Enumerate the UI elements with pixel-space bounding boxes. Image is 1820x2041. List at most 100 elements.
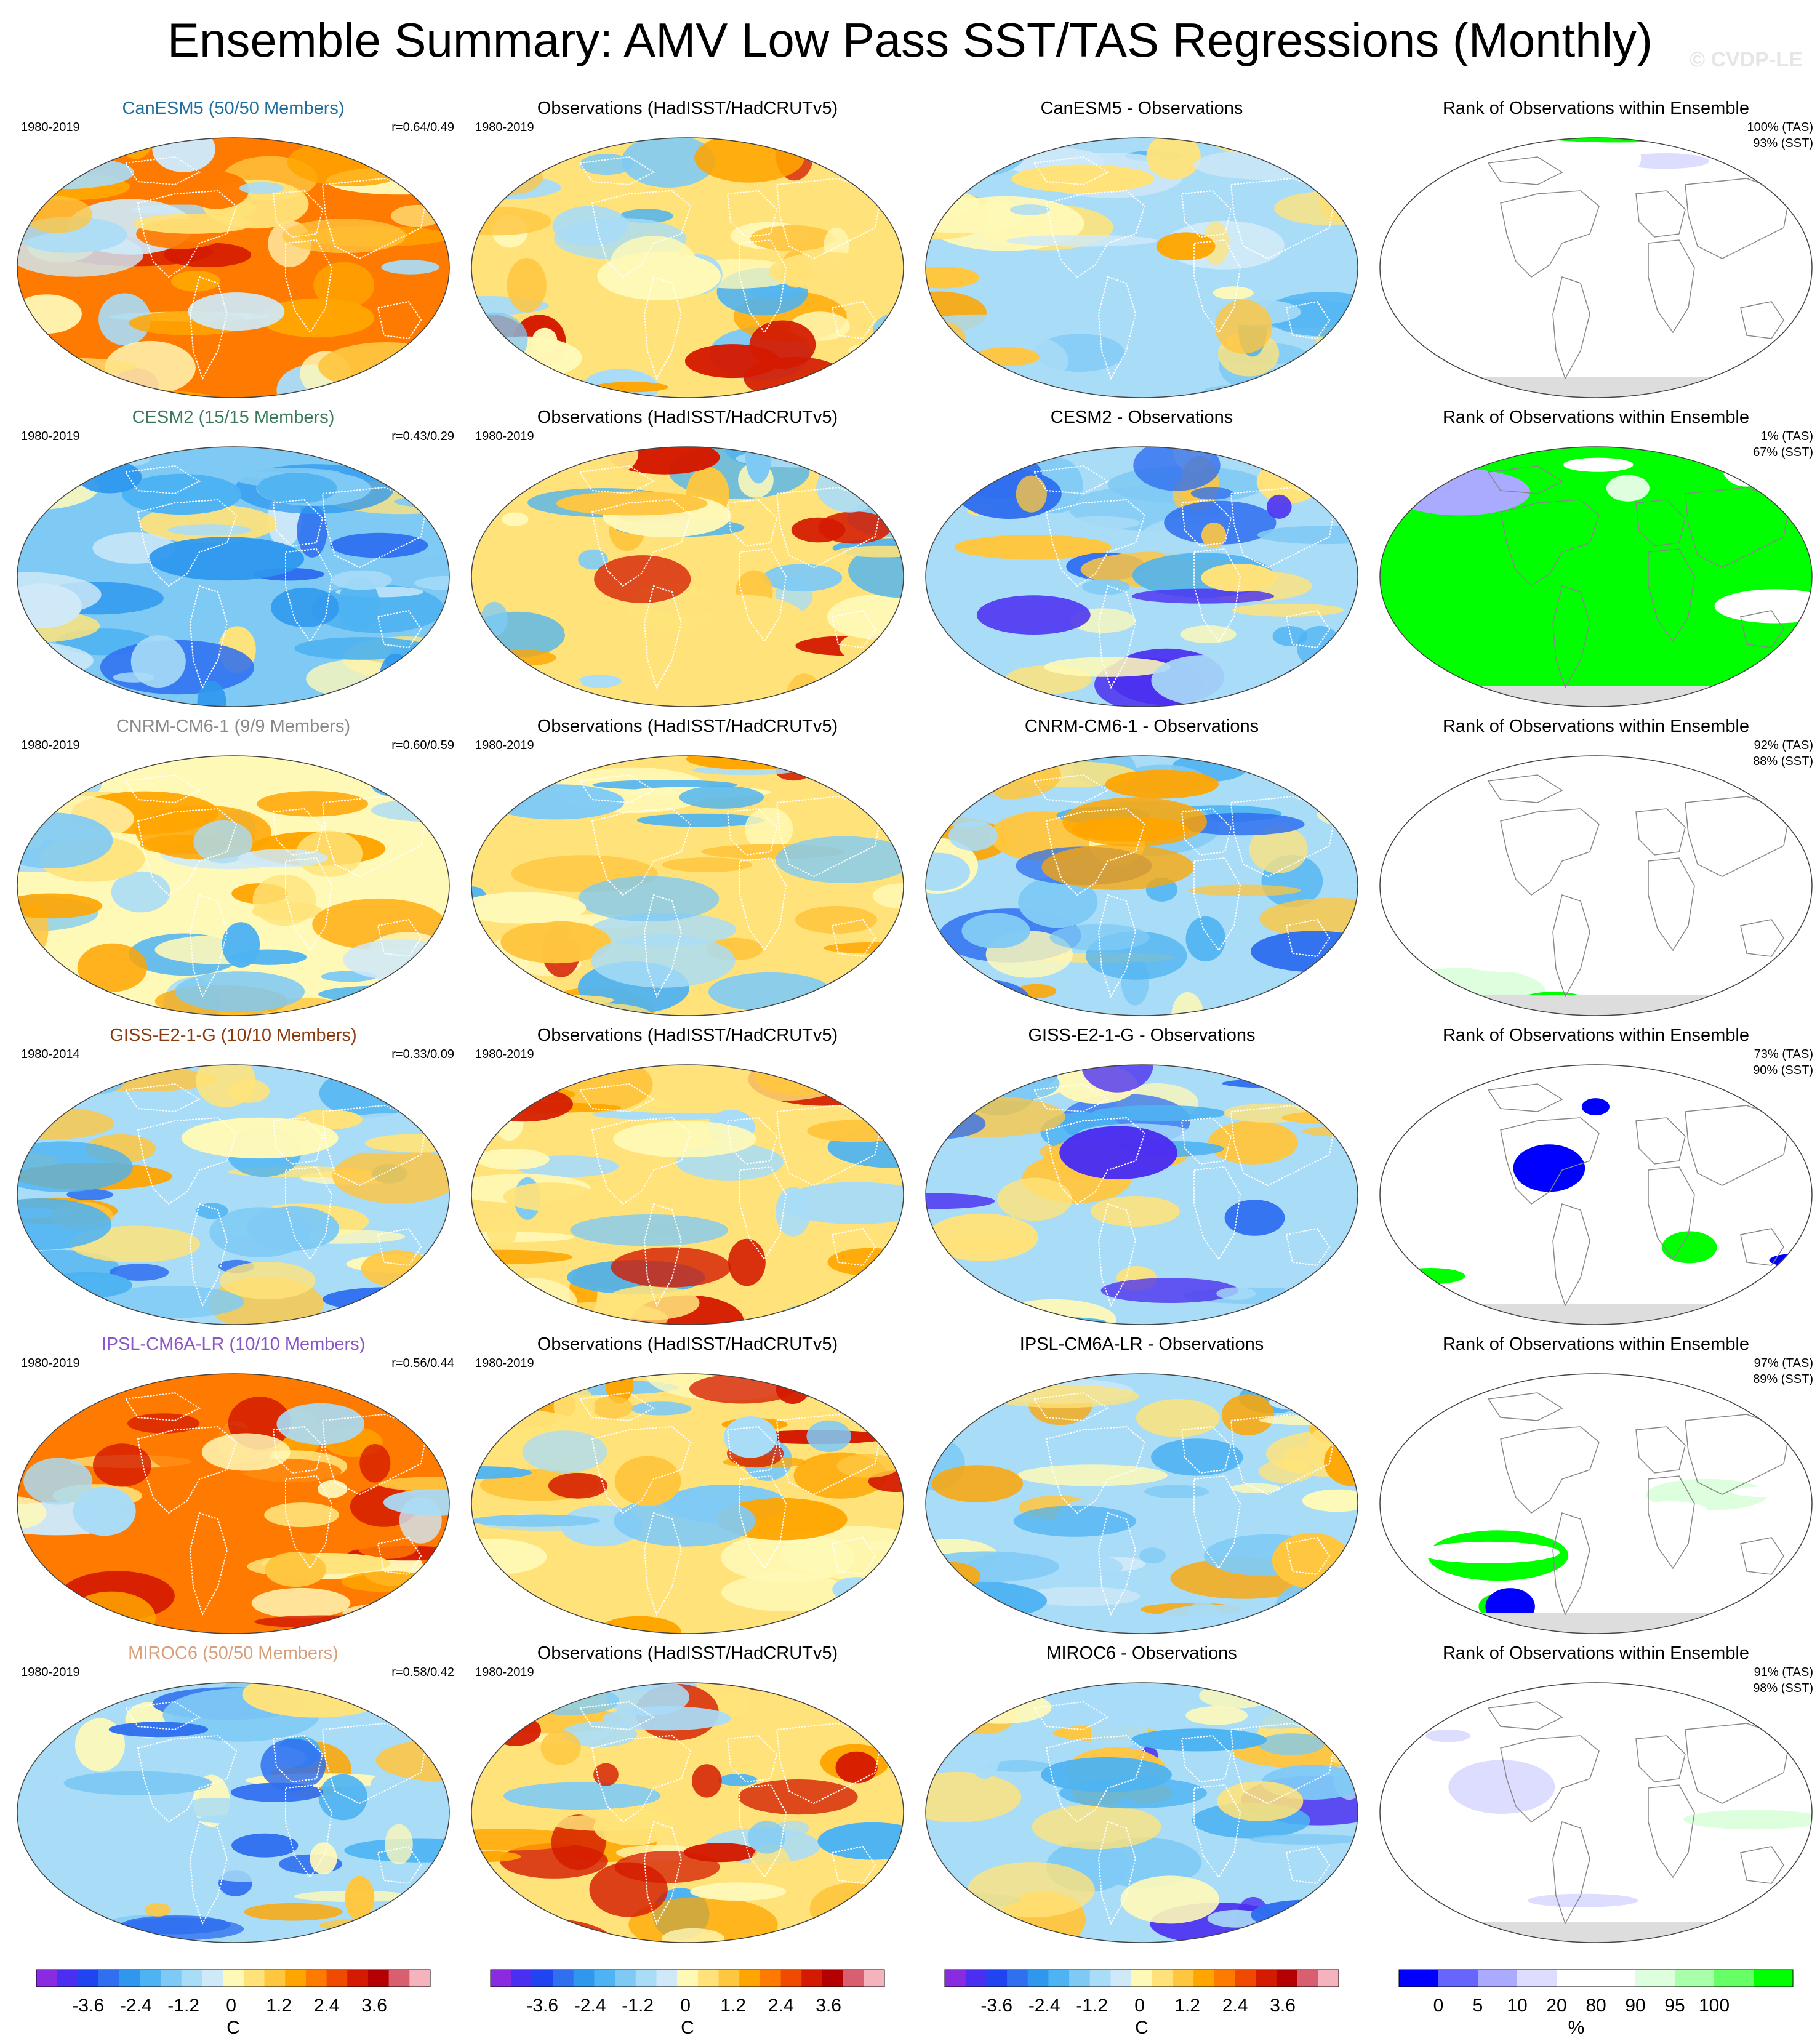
period-label: 1980-2019 (475, 1048, 534, 1061)
colorbar-swatch (181, 1970, 202, 1987)
colorbar-swatch (986, 1970, 1008, 1987)
colorbar-swatch (1110, 1970, 1132, 1987)
cnrm-cm6-1-obs-panel: Observations (HadISST/HadCRUTv5) 1980-201… (463, 716, 912, 1027)
colorbar-swatches (1398, 1969, 1794, 1987)
colorbar-swatches (944, 1969, 1339, 1987)
cnrm-cm6-1-model-panel: CNRM-CM6-1 (9/9 Members) 1980-2019 r=0.60/… (9, 716, 458, 1027)
period-label: 1980-2019 (21, 121, 80, 134)
colorbar-swatch (697, 1970, 720, 1987)
colorbar-tick-label: -2.4 (119, 1995, 152, 2016)
miroc6-model-panel: MIROC6 (50/50 Members) 1980-2019 r=0.58/0.… (9, 1643, 458, 1954)
colorbar-unit-label: C (681, 2018, 694, 2038)
cesm2-rank-map (1379, 446, 1813, 707)
model-title: IPSL-CM6A-LR (10/10 Members) (101, 1334, 366, 1354)
colorbar-swatch (780, 1970, 802, 1987)
colorbar-swatch (677, 1970, 699, 1987)
giss-e2-1-g-diff-map (925, 1064, 1358, 1325)
cesm2-diff-map (925, 446, 1358, 707)
colorbar-swatch (1089, 1970, 1111, 1987)
colorbar-swatch (1596, 1970, 1636, 1987)
rank-sst-value: 98% (SST) (1753, 1682, 1813, 1695)
colorbar-swatch (1438, 1970, 1478, 1987)
colorbar-swatch (1007, 1970, 1028, 1987)
colorbar-tick-label: -2.4 (1028, 1995, 1060, 2016)
period-label: 1980-2019 (21, 1666, 80, 1679)
period-label: 1980-2019 (475, 739, 534, 752)
rank-colorbar-4: 0 5 10 20 80 90 95 100% (1371, 1957, 1820, 2038)
colorbar-swatch (532, 1970, 553, 1987)
colorbar-swatch (409, 1970, 431, 1987)
colorbar-swatch (140, 1970, 161, 1987)
giss-e2-1-g-rank-panel: Rank of Observations within Ensemble 73% … (1371, 1025, 1820, 1336)
colorbar-swatch (1754, 1970, 1794, 1987)
colorbar-swatch (1027, 1970, 1049, 1987)
period-label: 1980-2019 (475, 1357, 534, 1370)
colorbar-swatch (36, 1970, 58, 1987)
colorbar-swatch (718, 1970, 740, 1987)
colorbar-tick-label: 3.6 (361, 1995, 387, 2016)
pattern-correlation: r=0.64/0.49 (391, 121, 454, 134)
canesm5-model-map (17, 137, 450, 398)
difference-title: CNRM-CM6-1 - Observations (1024, 716, 1259, 736)
model-title: CESM2 (15/15 Members) (132, 407, 335, 427)
colorbar-tick-label: 1.2 (266, 1995, 292, 2016)
colorbar-swatch (1276, 1970, 1298, 1987)
canesm5-obs-panel: Observations (HadISST/HadCRUTv5) 1980-201… (463, 98, 912, 409)
colorbar-swatches (490, 1969, 885, 1987)
difference-title: CESM2 - Observations (1050, 407, 1233, 427)
colorbar-swatch (1214, 1970, 1236, 1987)
temperature-colorbar-2: -3.6 -2.4 -1.2 0 1.2 2.4 3.6 C (463, 1957, 912, 2038)
colorbar-swatch (1256, 1970, 1277, 1987)
colorbar-swatch (1173, 1970, 1194, 1987)
ipsl-cm6a-lr-model-panel: IPSL-CM6A-LR (10/10 Members) 1980-2019 r=0… (9, 1334, 458, 1645)
colorbar-tick-label: -1.2 (1076, 1995, 1108, 2016)
pattern-correlation: r=0.60/0.59 (391, 739, 454, 752)
rank-tas-value: 91% (TAS) (1754, 1666, 1813, 1679)
colorbar-unit-label: % (1568, 2018, 1585, 2038)
pattern-correlation: r=0.43/0.29 (391, 430, 454, 443)
difference-title: IPSL-CM6A-LR - Observations (1019, 1334, 1264, 1354)
cnrm-cm6-1-rank-map (1379, 755, 1813, 1016)
giss-e2-1-g-model-panel: GISS-E2-1-G (10/10 Members) 1980-2014 r=0.… (9, 1025, 458, 1336)
colorbar-swatch (98, 1970, 120, 1987)
colorbar-tick-label: 5 (1472, 1995, 1483, 2016)
colorbar-tick-label: 2.4 (313, 1995, 340, 2016)
colorbar-unit-label: C (226, 2018, 240, 2038)
colorbar-tick-label: -3.6 (526, 1995, 559, 2016)
cnrm-cm6-1-model-map (17, 755, 450, 1016)
pattern-correlation: r=0.33/0.09 (391, 1048, 454, 1061)
colorbar-tick-label: 1.2 (1174, 1995, 1200, 2016)
cnrm-cm6-1-diff-panel: CNRM-CM6-1 - Observations (917, 716, 1366, 1027)
period-label: 1980-2019 (475, 121, 534, 134)
rank-sst-value: 93% (SST) (1753, 137, 1813, 150)
canesm5-rank-panel: Rank of Observations within Ensemble 100%… (1371, 98, 1820, 409)
ipsl-cm6a-lr-rank-map (1379, 1373, 1813, 1634)
colorbar-tick-label: 2.4 (768, 1995, 794, 2016)
colorbar-tick-label: 3.6 (816, 1995, 841, 2016)
miroc6-rank-panel: Rank of Observations within Ensemble 91% … (1371, 1643, 1820, 1954)
ipsl-cm6a-lr-model-map (17, 1373, 450, 1634)
rank-title: Rank of Observations within Ensemble (1442, 407, 1750, 427)
cvdp-watermark: © CVDP-LE (1690, 48, 1803, 71)
ipsl-cm6a-lr-diff-map (925, 1373, 1358, 1634)
colorbar-swatch (553, 1970, 574, 1987)
rank-title: Rank of Observations within Ensemble (1442, 1334, 1750, 1354)
colorbar-swatch (305, 1970, 327, 1987)
colorbar-swatch (739, 1970, 761, 1987)
ipsl-cm6a-lr-rank-panel: Rank of Observations within Ensemble 97% … (1371, 1334, 1820, 1645)
rank-sst-value: 90% (SST) (1753, 1064, 1813, 1077)
colorbar-tick-label: 0 (680, 1995, 691, 2016)
miroc6-diff-panel: MIROC6 - Observations (917, 1643, 1366, 1954)
colorbar-swatch (1048, 1970, 1070, 1987)
model-title: GISS-E2-1-G (10/10 Members) (110, 1025, 357, 1045)
cnrm-cm6-1-diff-map (925, 755, 1358, 1016)
colorbar-tick-label: 95 (1664, 1995, 1685, 2016)
colorbar-swatch (1297, 1970, 1318, 1987)
colorbar-swatch (822, 1970, 844, 1987)
obs-title: Observations (HadISST/HadCRUTv5) (537, 1334, 838, 1354)
colorbar-swatch (945, 1970, 966, 1987)
difference-title: CanESM5 - Observations (1040, 98, 1243, 118)
model-title: MIROC6 (50/50 Members) (128, 1643, 339, 1663)
period-label: 1980-2019 (21, 739, 80, 752)
figure-title: Ensemble Summary: AMV Low Pass SST/TAS R… (167, 13, 1653, 67)
